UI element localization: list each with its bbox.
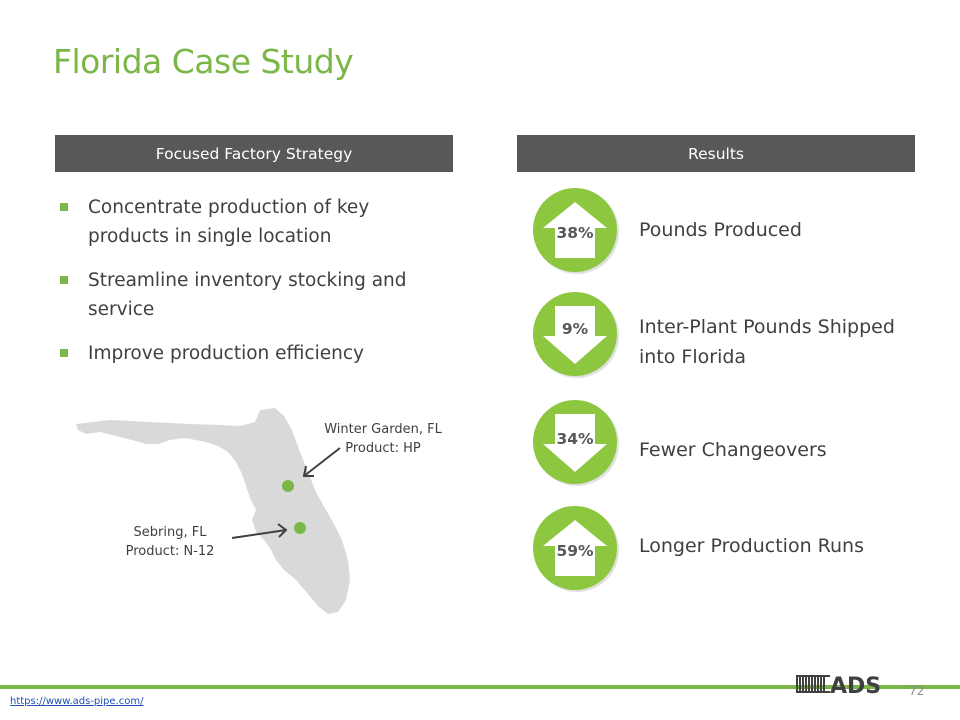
callout-location: Winter Garden, FL <box>324 422 442 437</box>
result-label: Pounds Produced <box>639 219 802 241</box>
result-label: Fewer Changeovers <box>639 439 827 461</box>
sebring-callout: Sebring, FL Product: N-12 <box>110 523 230 561</box>
up-arrow-circle-icon: 38% <box>533 188 619 274</box>
winter-garden-arrow <box>302 447 341 477</box>
down-arrow-circle-icon: 9% <box>533 292 619 378</box>
logo-wordmark: ADS <box>830 674 881 697</box>
sebring-marker <box>294 522 306 534</box>
strategy-bullet: Improve production efficiency <box>58 339 438 368</box>
strategy-bullet-list: Concentrate production of key products i… <box>58 193 438 383</box>
result-percent: 38% <box>556 224 594 242</box>
result-label: Inter-Plant Pounds Shipped into Florida <box>639 316 895 368</box>
ads-logo: ADS <box>796 674 881 697</box>
strategy-bullet: Concentrate production of key products i… <box>58 193 438 251</box>
results-header-label: Results <box>688 144 744 163</box>
callout-product: Product: HP <box>345 441 421 456</box>
result-percent: 34% <box>556 430 594 448</box>
down-arrow-circle-icon: 34% <box>533 400 619 486</box>
results-header: Results <box>517 135 915 172</box>
page-number: 72 <box>909 684 925 698</box>
winter-garden-callout: Winter Garden, FL Product: HP <box>318 420 448 458</box>
florida-map <box>76 408 350 614</box>
winter-garden-marker <box>282 480 294 492</box>
result-inter-plant-shipped: 9% Inter-Plant Pounds Shipped into Flori… <box>533 292 933 382</box>
callout-product: Product: N-12 <box>125 544 215 559</box>
strategy-bullet: Streamline inventory stocking and servic… <box>58 266 438 324</box>
strategy-header-label: Focused Factory Strategy <box>155 144 353 163</box>
callout-location: Sebring, FL <box>133 525 207 540</box>
footer-divider <box>0 685 960 689</box>
result-fewer-changeovers: 34% Fewer Changeovers <box>533 400 933 490</box>
strategy-header: Focused Factory Strategy <box>55 135 453 172</box>
result-label: Longer Production Runs <box>639 535 864 557</box>
florida-shape <box>76 408 350 614</box>
sebring-arrow <box>231 523 288 539</box>
result-percent: 9% <box>561 320 589 338</box>
result-pounds-produced: 38% Pounds Produced <box>533 188 933 278</box>
website-link[interactable]: https://www.ads-pipe.com/ <box>10 696 144 707</box>
up-arrow-circle-icon: 59% <box>533 506 619 592</box>
result-longer-runs: 59% Longer Production Runs <box>533 506 933 596</box>
result-percent: 59% <box>556 542 594 560</box>
slide-title: Florida Case Study <box>53 42 354 81</box>
